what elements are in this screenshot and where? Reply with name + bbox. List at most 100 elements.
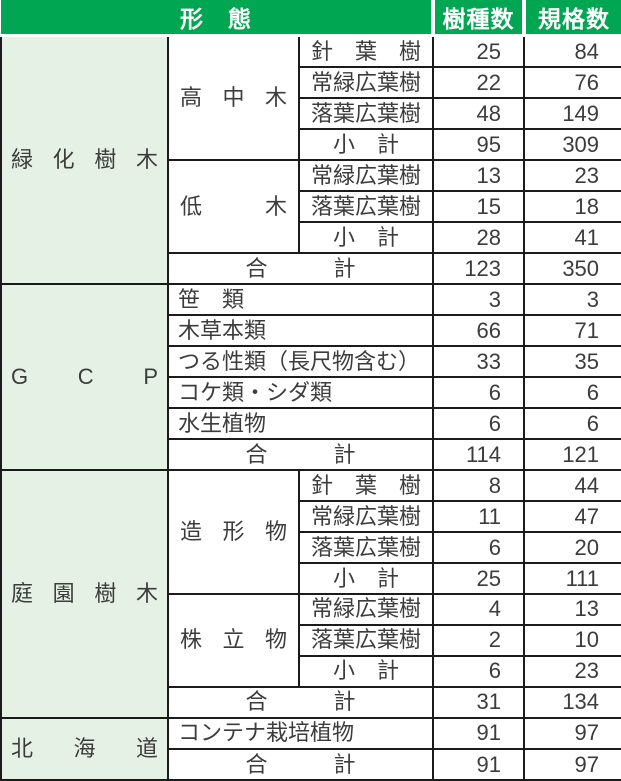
species-count-cell: 95 [432,127,526,161]
species-count-cell: 6 [432,375,526,409]
item-label-cell: コンテナ栽培植物 [166,716,435,750]
specs-count-cell: 6 [523,406,621,440]
table-row: 低木 常緑広葉樹 13 23 [1,158,621,254]
header-spec-count: 規格数 [522,0,621,37]
type-label-cell: 針 葉 樹 [297,468,435,502]
subtotal-label-cell: 小 計 [297,220,435,254]
specs-count-cell: 47 [523,499,621,533]
specs-count-cell: 6 [523,375,621,409]
specs-count-cell: 97 [523,747,621,781]
specs-count-cell: 41 [523,220,621,254]
subtotal-label-cell: 小 計 [297,561,435,595]
specs-count-cell: 10 [523,623,621,657]
table-row: 庭園樹木 造形物 針 葉 樹 8 44 [0,468,621,719]
table-row: 落葉広葉樹 6 20 [1,530,621,564]
type-label-cell: 落葉広葉樹 [297,189,435,223]
type-label-cell: 常緑広葉樹 [297,66,435,99]
item-label-cell: 笹 類 [166,282,435,316]
specs-count-cell: 76 [523,66,621,99]
specs-count-cell: 121 [523,437,621,471]
type-label-cell: 落葉広葉樹 [297,530,435,564]
total-label-cell: 合 計 [166,437,435,471]
species-count-cell: 2 [432,623,526,657]
specs-count-cell: 18 [523,189,621,223]
total-label-cell: 合 計 [166,747,435,781]
type-label-cell: 針 葉 樹 [297,34,435,69]
specs-count-cell: 23 [523,158,621,192]
specs-count-cell: 350 [523,251,621,285]
species-count-cell: 8 [432,468,526,502]
specs-count-cell: 3 [523,282,621,316]
item-label-cell: 水生植物 [166,406,435,440]
species-count-cell: 33 [432,344,526,378]
specs-count-cell: 97 [523,716,621,750]
group-label-cell: G C P [0,282,169,471]
species-count-cell: 28 [432,220,526,254]
specs-count-cell: 309 [523,127,621,161]
specs-count-cell: 35 [523,344,621,378]
subtotal-label-cell: 小 計 [297,654,435,688]
specs-count-cell: 71 [523,313,621,347]
species-count-cell: 31 [432,685,526,719]
group-label-cell: 北海道 [0,716,169,781]
specs-count-cell: 44 [523,468,621,502]
table-row: 小 計 95 309 [1,127,621,161]
specs-count-cell: 149 [523,97,621,130]
specs-count-cell: 23 [523,654,621,688]
type-label-cell: 落葉広葉樹 [297,623,435,657]
total-label-cell: 合 計 [166,685,435,719]
species-count-cell: 22 [432,66,526,99]
table-row: 合 計 123 350 [1,251,621,285]
type-label-cell: 常緑広葉樹 [297,499,435,533]
species-count-cell: 114 [432,437,526,471]
item-label-cell: つる性類（長尺物含む） [166,344,435,378]
species-count-cell: 6 [432,654,526,688]
type-label-cell: 落葉広葉樹 [297,97,435,130]
subgroup-label-cell: 高中木 [167,34,300,161]
species-count-cell: 13 [432,158,526,192]
species-count-cell: 6 [432,530,526,564]
type-label-cell: 常緑広葉樹 [297,592,435,626]
specs-count-cell: 13 [523,592,621,626]
table-row: 合 計 114 121 [1,437,621,471]
subgroup-label-cell: 低木 [167,158,300,254]
table-row: コケ類・シダ類 6 6 [1,375,621,409]
total-label-cell: 合 計 [166,251,435,285]
subgroup-label-cell: 造形物 [167,468,300,595]
table-row: 小 計 6 23 [1,654,621,688]
species-count-cell: 4 [432,592,526,626]
species-count-cell: 11 [432,499,526,533]
item-label-cell: コケ類・シダ類 [166,375,435,409]
table-row: 木草本類 66 71 [1,313,621,347]
table-row: つる性類（長尺物含む） 33 35 [1,344,621,378]
species-count-cell: 48 [432,97,526,130]
table-row: 株立物 常緑広葉樹 4 13 [1,592,621,688]
subtotal-label-cell: 小 計 [297,127,435,161]
species-count-cell: 123 [432,251,526,285]
specs-count-cell: 20 [523,530,621,564]
table-row: 小 計 25 111 [1,561,621,595]
species-count-cell: 91 [432,716,526,750]
item-label-cell: 木草本類 [166,313,435,347]
specs-count-cell: 111 [523,561,621,595]
table-row: G C P 笹 類 3 3 [0,282,621,471]
header-species-count: 樹種数 [431,0,525,37]
table-row: 北海道 コンテナ栽培植物 91 97 [0,716,621,781]
table-row: 小 計 28 41 [1,220,621,254]
species-count-cell: 91 [432,747,526,781]
species-count-cell: 66 [432,313,526,347]
group-label-cell: 緑化樹木 [0,34,169,285]
type-label-cell: 常緑広葉樹 [297,158,435,192]
table-row: 落葉広葉樹 48 149 [1,97,621,130]
table-row: 緑化樹木 高中木 針 葉 樹 25 84 [0,34,621,285]
header-row: 形 態 樹種数 規格数 [1,0,621,37]
species-count-cell: 25 [432,34,526,69]
table-row: 水生植物 6 6 [1,406,621,440]
table-row: 落葉広葉樹 2 10 [1,623,621,657]
group-label-cell: 庭園樹木 [0,468,169,719]
specs-count-cell: 134 [523,685,621,719]
specs-count-cell: 84 [523,34,621,69]
table-row: 常緑広葉樹 22 76 [1,66,621,99]
species-count-cell: 6 [432,406,526,440]
